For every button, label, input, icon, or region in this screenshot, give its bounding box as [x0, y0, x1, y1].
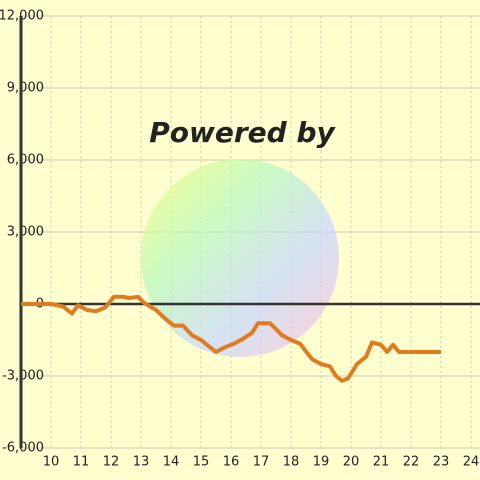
x-tick-label: 21	[373, 455, 390, 470]
y-tick-label: 3,000	[7, 225, 44, 240]
watermark: Powered by	[149, 116, 336, 149]
x-tick-label: 20	[343, 455, 360, 470]
x-tick-label: 17	[253, 455, 270, 470]
x-tick-label: 10	[43, 455, 60, 470]
y-tick-label: -3,000	[2, 369, 44, 384]
x-tick-label: 23	[433, 455, 450, 470]
x-tick-label: 19	[313, 455, 330, 470]
watermark-logo	[141, 159, 339, 357]
y-tick-label: 9,000	[7, 81, 44, 96]
x-tick-label: 13	[133, 455, 150, 470]
x-tick-label: 15	[193, 455, 210, 470]
x-tick-label: 24	[463, 455, 480, 470]
plot: -6,000-3,00003,0006,0009,00012,000101112…	[0, 9, 480, 470]
line-series	[21, 294, 441, 383]
x-tick-label: 16	[223, 455, 240, 470]
y-tick-label: 6,000	[7, 153, 44, 168]
x-tick-label: 22	[403, 455, 420, 470]
x-tick-label: 14	[163, 455, 180, 470]
x-tick-label: 18	[283, 455, 300, 470]
y-tick-label: -6,000	[2, 441, 44, 456]
x-tick-label: 12	[103, 455, 120, 470]
x-tick-label: 11	[73, 455, 90, 470]
